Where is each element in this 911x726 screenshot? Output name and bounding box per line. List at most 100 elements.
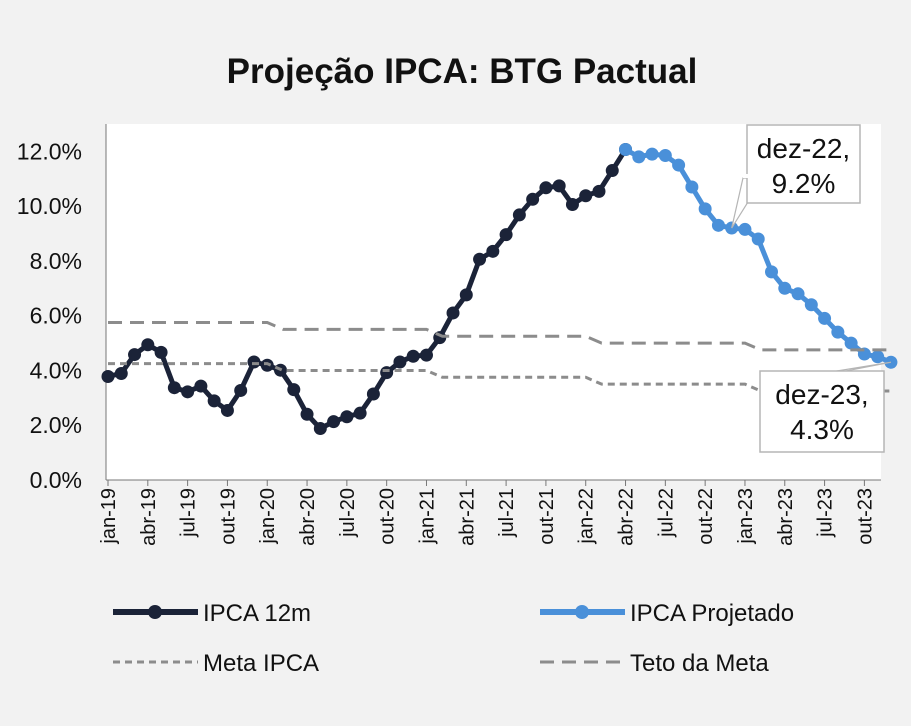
data-point bbox=[473, 252, 487, 266]
x-tick-label: abr-19 bbox=[138, 488, 160, 546]
data-point bbox=[327, 415, 341, 429]
x-tick-label: jul-19 bbox=[178, 488, 200, 538]
y-tick-label: 12.0% bbox=[17, 138, 82, 164]
data-point bbox=[765, 265, 778, 279]
data-point bbox=[751, 232, 765, 246]
x-tick-label: abr-23 bbox=[775, 488, 797, 546]
data-point bbox=[632, 150, 646, 164]
y-tick-label: 10.0% bbox=[17, 193, 82, 219]
legend-label: IPCA Projetado bbox=[630, 600, 794, 627]
series-line bbox=[107, 148, 628, 432]
data-point bbox=[260, 358, 274, 372]
data-point bbox=[340, 410, 354, 424]
data-point bbox=[791, 287, 805, 301]
x-tick-label: jul-22 bbox=[655, 488, 677, 538]
data-point bbox=[579, 189, 593, 203]
callout-label: dez-22, bbox=[757, 133, 850, 164]
data-point bbox=[871, 350, 885, 364]
x-tick-label: out-23 bbox=[854, 488, 876, 545]
data-point bbox=[512, 208, 526, 222]
data-point bbox=[698, 202, 712, 216]
callout-label: dez-23, bbox=[775, 379, 868, 410]
x-tick-label: jul-23 bbox=[815, 488, 837, 538]
callout-value: 4.3% bbox=[790, 414, 854, 445]
data-point bbox=[565, 198, 579, 212]
callout-frame bbox=[746, 124, 861, 204]
series-line bbox=[108, 321, 894, 352]
data-point bbox=[658, 148, 672, 162]
callouts: dez-22, 9.2% dez-23, 4.3% bbox=[731, 124, 892, 453]
data-point bbox=[645, 147, 659, 161]
data-point bbox=[220, 403, 234, 417]
x-tick-label: out-20 bbox=[377, 488, 399, 545]
data-point bbox=[194, 379, 208, 393]
data-point bbox=[287, 383, 301, 397]
data-point bbox=[300, 407, 314, 421]
x-tick-label: jan-23 bbox=[735, 488, 757, 545]
y-tick-label: 6.0% bbox=[30, 303, 82, 329]
y-tick-label: 2.0% bbox=[30, 412, 82, 438]
callout-gap bbox=[769, 382, 789, 386]
data-point bbox=[366, 387, 380, 401]
data-point bbox=[526, 192, 540, 206]
x-tick-label: abr-21 bbox=[456, 488, 478, 546]
x-tick-label: out-22 bbox=[695, 488, 717, 545]
y-tick-label: 0.0% bbox=[30, 467, 82, 493]
data-point bbox=[552, 179, 566, 193]
data-point bbox=[446, 306, 460, 320]
data-point bbox=[313, 422, 327, 436]
legend-label: Meta IPCA bbox=[203, 650, 319, 677]
data-point bbox=[818, 311, 832, 325]
legend-item: IPCA 12m bbox=[113, 600, 311, 627]
x-axis: jan-19 abr-19 jul-19 out-19 jan-20 abr-20 jul-… bbox=[98, 479, 881, 546]
data-point bbox=[353, 406, 367, 420]
callout-box: dez-23, 4.3% bbox=[759, 361, 892, 453]
legend: IPCA 12m IPCA Projetado Meta IPCA Teto da M… bbox=[113, 600, 794, 677]
y-tick-label: 4.0% bbox=[30, 357, 82, 383]
data-point bbox=[619, 142, 633, 156]
data-point bbox=[844, 336, 858, 350]
legend-label: IPCA 12m bbox=[203, 600, 311, 627]
data-point bbox=[234, 383, 248, 397]
data-point bbox=[167, 381, 181, 395]
data-point bbox=[804, 298, 818, 312]
x-tick-label: out-21 bbox=[536, 488, 558, 545]
legend-item: Teto da Meta bbox=[540, 650, 769, 677]
x-tick-label: jan-22 bbox=[576, 488, 598, 545]
x-tick-label: jan-19 bbox=[98, 488, 120, 545]
legend-marker bbox=[575, 605, 589, 619]
data-point bbox=[592, 184, 606, 198]
x-tick-label: abr-20 bbox=[297, 488, 319, 546]
x-tick-label: abr-22 bbox=[616, 488, 638, 546]
data-point bbox=[486, 244, 500, 258]
legend-item: Meta IPCA bbox=[113, 650, 319, 677]
chart-title: Projeção IPCA: BTG Pactual bbox=[227, 52, 698, 91]
data-point bbox=[128, 348, 142, 362]
data-point bbox=[778, 281, 792, 295]
series-layer bbox=[101, 142, 898, 436]
data-point bbox=[459, 288, 473, 302]
data-point bbox=[539, 181, 553, 195]
data-point bbox=[419, 348, 433, 362]
x-tick-label: jul-20 bbox=[337, 488, 359, 538]
data-point bbox=[380, 366, 394, 380]
y-tick-label: 8.0% bbox=[30, 248, 82, 274]
x-tick-label: jan-20 bbox=[257, 488, 279, 545]
series-line bbox=[108, 362, 894, 393]
data-point bbox=[154, 345, 168, 359]
legend-label: Teto da Meta bbox=[630, 650, 769, 677]
data-point bbox=[207, 394, 221, 408]
data-point bbox=[672, 158, 686, 172]
x-tick-label: out-19 bbox=[217, 488, 239, 545]
data-point bbox=[114, 366, 128, 380]
data-point bbox=[711, 218, 725, 232]
data-point bbox=[406, 349, 420, 363]
x-tick-label: jan-21 bbox=[416, 488, 438, 545]
data-point bbox=[738, 222, 752, 236]
x-tick-label: jul-21 bbox=[496, 488, 518, 538]
data-point bbox=[247, 355, 261, 369]
legend-item: IPCA Projetado bbox=[540, 600, 794, 627]
data-point bbox=[181, 385, 195, 399]
data-point bbox=[393, 355, 407, 369]
